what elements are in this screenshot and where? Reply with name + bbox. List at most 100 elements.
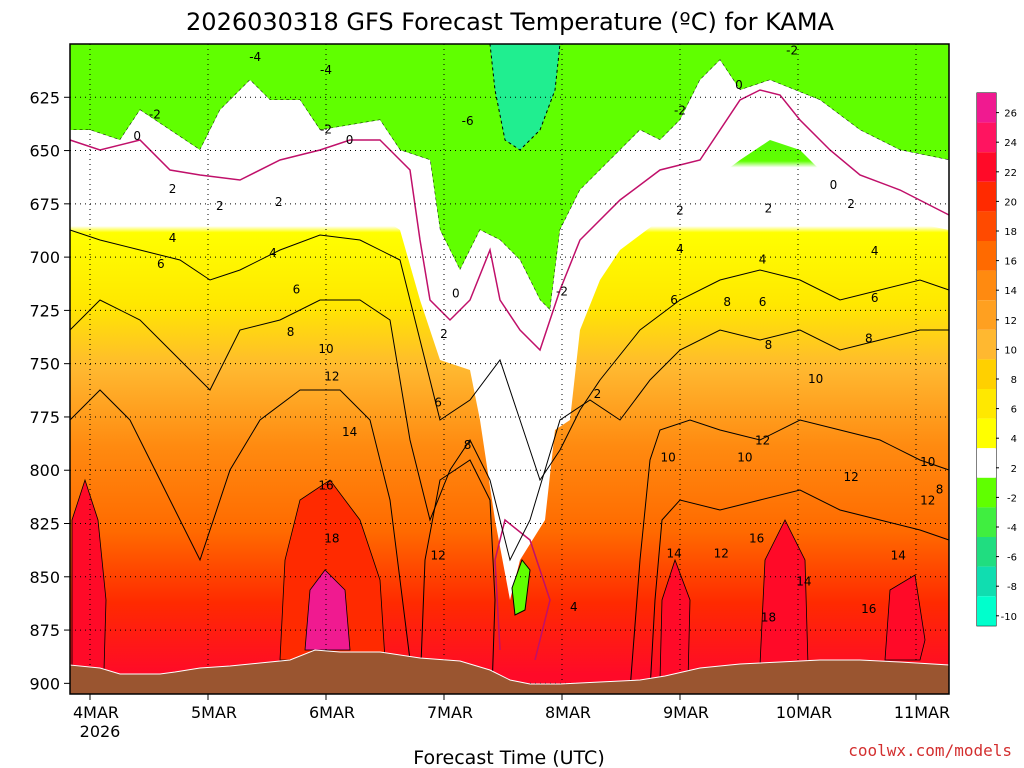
contour-value-label: 6	[434, 395, 442, 409]
contour-value-label: 14	[891, 549, 906, 563]
colorbar-swatch	[977, 359, 996, 389]
contour-value-label: -2	[556, 284, 568, 298]
x-tick-label: 9MAR	[663, 703, 709, 722]
contour-value-label: 18	[324, 532, 339, 546]
cold-pocket-lower	[511, 558, 531, 616]
y-axis: 625 650 675 700 725 750 775 800 825 850 875 900	[29, 88, 70, 693]
zero-degree-band	[70, 60, 949, 600]
contour-value-label: 2	[676, 203, 684, 217]
colorbar-label: 16	[1004, 257, 1017, 268]
contour-value-label: 4	[759, 253, 767, 267]
contour-value-label: 2	[440, 327, 448, 341]
contour-value-label: -2	[786, 44, 798, 58]
colorbar-swatch	[977, 507, 996, 537]
contour-value-label: 2	[765, 201, 773, 215]
colorbar-label: 6	[1011, 405, 1017, 416]
isotherm-zero-line	[69, 89, 950, 352]
x-tick-label: 10MAR	[776, 703, 832, 722]
colorbar-swatch	[977, 270, 996, 301]
colorbar-swatch	[977, 477, 996, 508]
colorbar-swatch	[977, 300, 996, 330]
isotherm-line	[629, 419, 950, 691]
y-tick-label: 675	[29, 195, 60, 214]
contour-value-label: 8	[723, 295, 731, 309]
colorbar-label: -4	[1007, 523, 1017, 534]
y-tick-label: 850	[29, 568, 60, 587]
colorbar-swatch	[977, 152, 996, 182]
colorbar-label: -2	[1007, 493, 1017, 504]
colorbar-label: -8	[1007, 582, 1017, 593]
contour-value-label: 6	[293, 282, 301, 296]
contour-value-label: 6	[759, 295, 767, 309]
contour-value-label: 14	[666, 547, 681, 561]
colorbar-label: 20	[1004, 197, 1017, 208]
contour-value-label: 2	[275, 195, 283, 209]
colorbar-label: 14	[1004, 286, 1017, 297]
contour-value-label: 8	[936, 483, 944, 497]
contour-value-label: 10	[737, 451, 752, 465]
colorbar-label: 24	[1004, 138, 1017, 149]
contour-value-label: 14	[342, 425, 357, 439]
gridlines	[70, 44, 949, 694]
contour-value-label: 10	[920, 455, 935, 469]
terrain-surface	[69, 649, 950, 695]
x-tick-year-label: 2026	[80, 722, 121, 741]
contour-value-label: 12	[714, 547, 729, 561]
contour-value-label: 2	[216, 199, 224, 213]
contour-value-label: 0	[830, 178, 838, 192]
contour-value-label: 12	[324, 370, 339, 384]
colorbar-label: -6	[1007, 553, 1017, 564]
contour-value-label: 8	[287, 325, 295, 339]
colorbar-swatch	[977, 596, 996, 626]
colorbar-swatch	[977, 418, 996, 449]
contour-value-label: 4	[676, 242, 684, 256]
x-tick-label: 11MAR	[894, 703, 950, 722]
colorbar-label: 4	[1011, 434, 1017, 445]
contour-value-label: 0	[346, 133, 354, 147]
contour-value-label: 8	[464, 438, 472, 452]
colorbar-swatch	[977, 537, 996, 567]
plot-area	[69, 43, 950, 695]
hot-core-6mar	[304, 569, 351, 651]
colorbar-label: 8	[1011, 375, 1017, 386]
contour-value-label: 2	[847, 197, 855, 211]
contour-value-label: 8	[865, 331, 873, 345]
contour-value-label: 16	[318, 478, 333, 492]
contour-value-label: 6	[871, 291, 879, 305]
contour-value-label: 2	[594, 387, 602, 401]
y-tick-label: 775	[29, 408, 60, 427]
warm-core-11mar	[884, 574, 926, 661]
x-tick-label: 8MAR	[545, 703, 591, 722]
colorbar-label: 22	[1004, 168, 1017, 179]
colorbar-swatch	[977, 211, 996, 241]
y-tick-label: 875	[29, 621, 60, 640]
colorbar-swatch	[977, 241, 996, 271]
contour-value-label: 8	[765, 338, 773, 352]
isotherm-line	[649, 489, 950, 691]
contour-value-label: -4	[320, 63, 332, 77]
colorbar-label: 18	[1004, 227, 1017, 238]
isotherm-zero-line-lower	[494, 518, 551, 661]
colorbar-label: 10	[1004, 345, 1017, 356]
colorbar-swatch	[977, 389, 996, 419]
y-tick-label: 725	[29, 301, 60, 320]
contour-value-label: 12	[430, 549, 445, 563]
contour-value-label: -2	[674, 103, 686, 117]
isotherm-line	[419, 459, 496, 691]
source-credit[interactable]: coolwx.com/models	[848, 741, 1012, 760]
contour-value-label: 12	[920, 493, 935, 507]
y-tick-label: 750	[29, 355, 60, 374]
colorbar-swatch	[977, 181, 996, 212]
x-tick-label: 7MAR	[427, 703, 473, 722]
y-tick-label: 800	[29, 461, 60, 480]
contour-value-label: 16	[861, 602, 876, 616]
x-tick-label: 5MAR	[191, 703, 237, 722]
colorbar-swatch	[977, 448, 996, 478]
y-tick-label: 825	[29, 515, 60, 534]
isotherm-line	[69, 229, 950, 482]
colorbar-label: 2	[1011, 464, 1017, 475]
contour-value-label: 12	[755, 434, 770, 448]
y-tick-label: 650	[29, 142, 60, 161]
contour-value-label: 16	[749, 532, 764, 546]
contour-value-label: 4	[169, 231, 177, 245]
